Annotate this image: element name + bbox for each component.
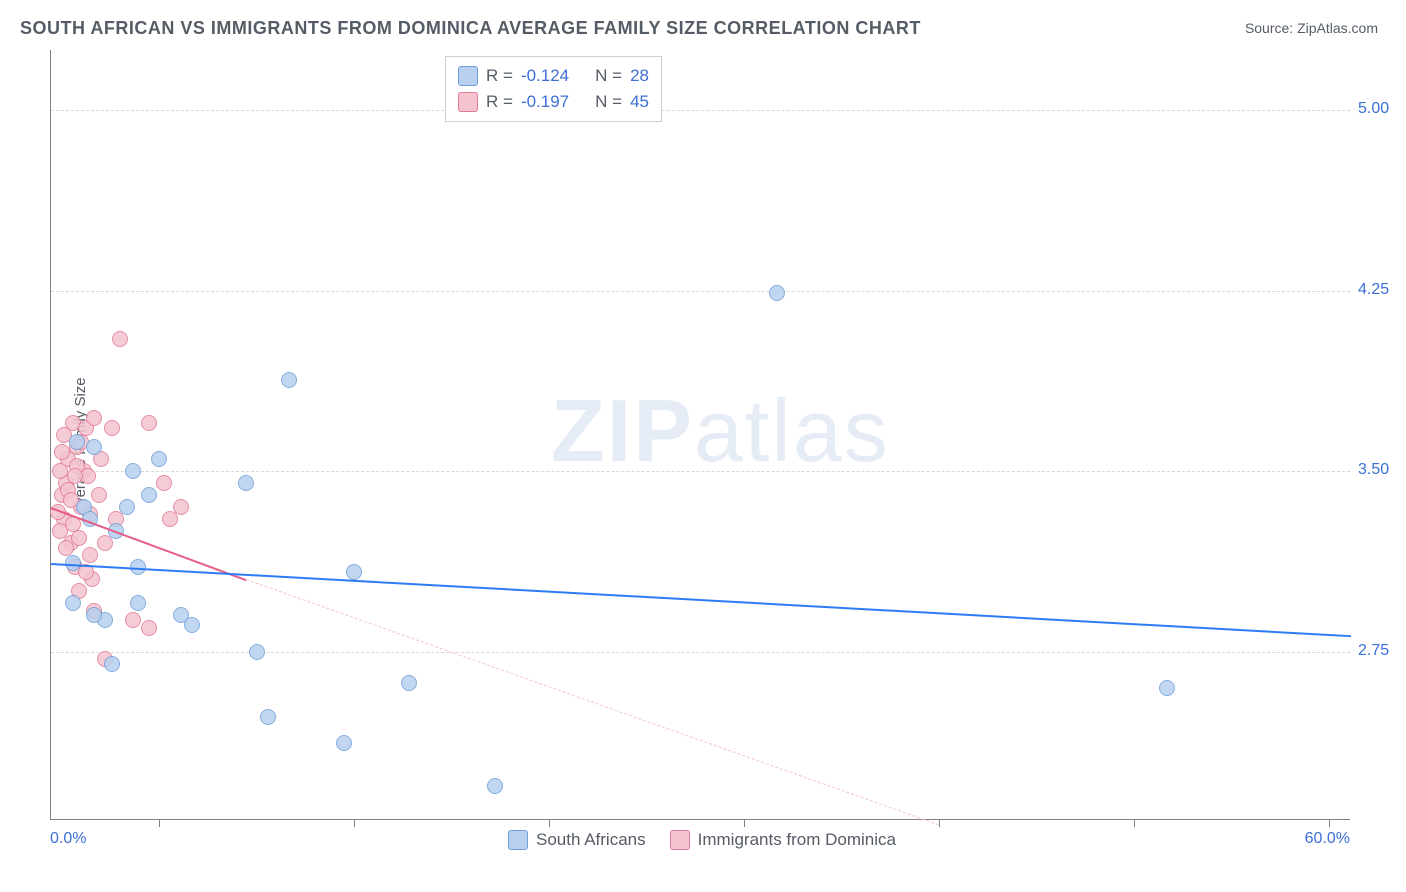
data-point <box>151 451 167 467</box>
y-tick-label: 2.75 <box>1358 642 1389 660</box>
data-point <box>401 675 417 691</box>
watermark-zip: ZIP <box>551 381 694 480</box>
y-tick-label: 4.25 <box>1358 281 1389 299</box>
data-point <box>346 564 362 580</box>
stat-r-a: -0.124 <box>521 63 569 89</box>
chart-title: SOUTH AFRICAN VS IMMIGRANTS FROM DOMINIC… <box>20 18 921 39</box>
swatch-series-a <box>458 66 478 86</box>
legend-swatch-a <box>508 830 528 850</box>
data-point <box>141 620 157 636</box>
gridline <box>51 110 1350 111</box>
gridline <box>51 291 1350 292</box>
legend-swatch-b <box>670 830 690 850</box>
gridline <box>51 652 1350 653</box>
stat-n-a: 28 <box>630 63 649 89</box>
data-point <box>82 547 98 563</box>
gridline <box>51 471 1350 472</box>
stat-r-label: R = <box>486 63 513 89</box>
data-point <box>336 735 352 751</box>
data-point <box>125 463 141 479</box>
data-point <box>238 475 254 491</box>
stats-row-b: R = -0.197 N = 45 <box>458 89 649 115</box>
chart-source: Source: ZipAtlas.com <box>1245 20 1378 36</box>
data-point <box>52 463 68 479</box>
data-point <box>86 439 102 455</box>
data-point <box>249 644 265 660</box>
data-point <box>184 617 200 633</box>
x-tick <box>1134 819 1135 827</box>
trend-line <box>51 563 1351 637</box>
x-tick <box>549 819 550 827</box>
x-tick <box>159 819 160 827</box>
swatch-series-b <box>458 92 478 112</box>
legend-label-a: South Africans <box>536 830 646 850</box>
x-axis-max-label: 60.0% <box>1305 830 1350 848</box>
stat-r-b: -0.197 <box>521 89 569 115</box>
stats-row-a: R = -0.124 N = 28 <box>458 63 649 89</box>
data-point <box>156 475 172 491</box>
stat-n-label: N = <box>595 89 622 115</box>
data-point <box>769 285 785 301</box>
data-point <box>487 778 503 794</box>
data-point <box>1159 680 1175 696</box>
data-point <box>86 607 102 623</box>
plot-area: ZIPatlas <box>50 50 1350 820</box>
data-point <box>65 595 81 611</box>
data-point <box>162 511 178 527</box>
data-point <box>141 415 157 431</box>
data-point <box>65 555 81 571</box>
data-point <box>141 487 157 503</box>
legend-item-a: South Africans <box>508 830 646 850</box>
data-point <box>104 656 120 672</box>
trend-line <box>246 579 940 825</box>
x-tick <box>354 819 355 827</box>
x-tick <box>744 819 745 827</box>
data-point <box>67 468 83 484</box>
data-point <box>91 487 107 503</box>
stats-legend-box: R = -0.124 N = 28 R = -0.197 N = 45 <box>445 56 662 122</box>
legend-label-b: Immigrants from Dominica <box>698 830 896 850</box>
watermark-atlas: atlas <box>694 381 890 480</box>
data-point <box>281 372 297 388</box>
data-point <box>104 420 120 436</box>
watermark: ZIPatlas <box>551 380 890 482</box>
data-point <box>86 410 102 426</box>
stat-n-label: N = <box>595 63 622 89</box>
data-point <box>125 612 141 628</box>
x-axis-min-label: 0.0% <box>50 830 86 848</box>
data-point <box>260 709 276 725</box>
data-point <box>54 444 70 460</box>
y-tick-label: 5.00 <box>1358 100 1389 118</box>
data-point <box>130 595 146 611</box>
legend-item-b: Immigrants from Dominica <box>670 830 896 850</box>
data-point <box>69 434 85 450</box>
x-tick <box>939 819 940 827</box>
bottom-legend: South Africans Immigrants from Dominica <box>508 830 896 850</box>
x-tick <box>1329 819 1330 827</box>
stat-n-b: 45 <box>630 89 649 115</box>
data-point <box>119 499 135 515</box>
stat-r-label: R = <box>486 89 513 115</box>
y-tick-label: 3.50 <box>1358 461 1389 479</box>
data-point <box>112 331 128 347</box>
